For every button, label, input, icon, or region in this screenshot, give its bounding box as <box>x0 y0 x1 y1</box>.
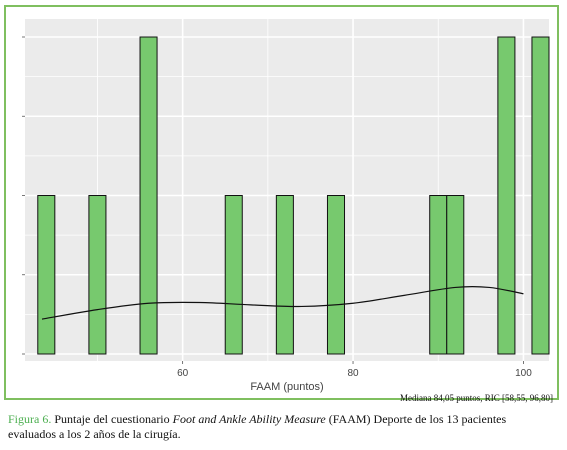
histogram-bar <box>88 195 107 355</box>
x-axis-label: FAAM (puntos) <box>250 381 323 393</box>
histogram-bar <box>139 36 158 355</box>
density-curve <box>41 285 524 320</box>
histogram-bar <box>275 195 294 355</box>
histogram-bar <box>531 36 550 355</box>
bars <box>37 36 550 355</box>
caption-text-after: (FAAM) Deporte de los 13 pacientes evalu… <box>8 412 507 441</box>
caption-label: Figura 6. <box>8 412 52 426</box>
histogram-bar <box>446 195 465 355</box>
x-axis-ticks: 60 80 100 <box>177 361 532 379</box>
x-tick-label: 80 <box>347 368 359 379</box>
y-axis-ticks <box>22 36 25 355</box>
histogram-bar <box>224 195 243 355</box>
figure-caption: Figura 6. Puntaje del cuestionario Foot … <box>8 412 553 442</box>
histogram-bar <box>326 195 346 355</box>
histogram-bar <box>37 195 56 355</box>
x-tick-label: 60 <box>177 368 189 379</box>
caption-italic: Foot and Ankle Ability Measure <box>172 412 326 426</box>
histogram-chart: 60 80 100 FAAM (puntos) <box>22 19 550 393</box>
median-annotation: Mediana 84,05 puntos, RIC [58,55, 96,80] <box>400 393 553 403</box>
histogram-bar <box>497 36 516 355</box>
x-tick-label: 100 <box>515 368 532 379</box>
caption-text-before: Puntaje del cuestionario <box>51 412 173 426</box>
histogram-bar <box>429 195 448 355</box>
